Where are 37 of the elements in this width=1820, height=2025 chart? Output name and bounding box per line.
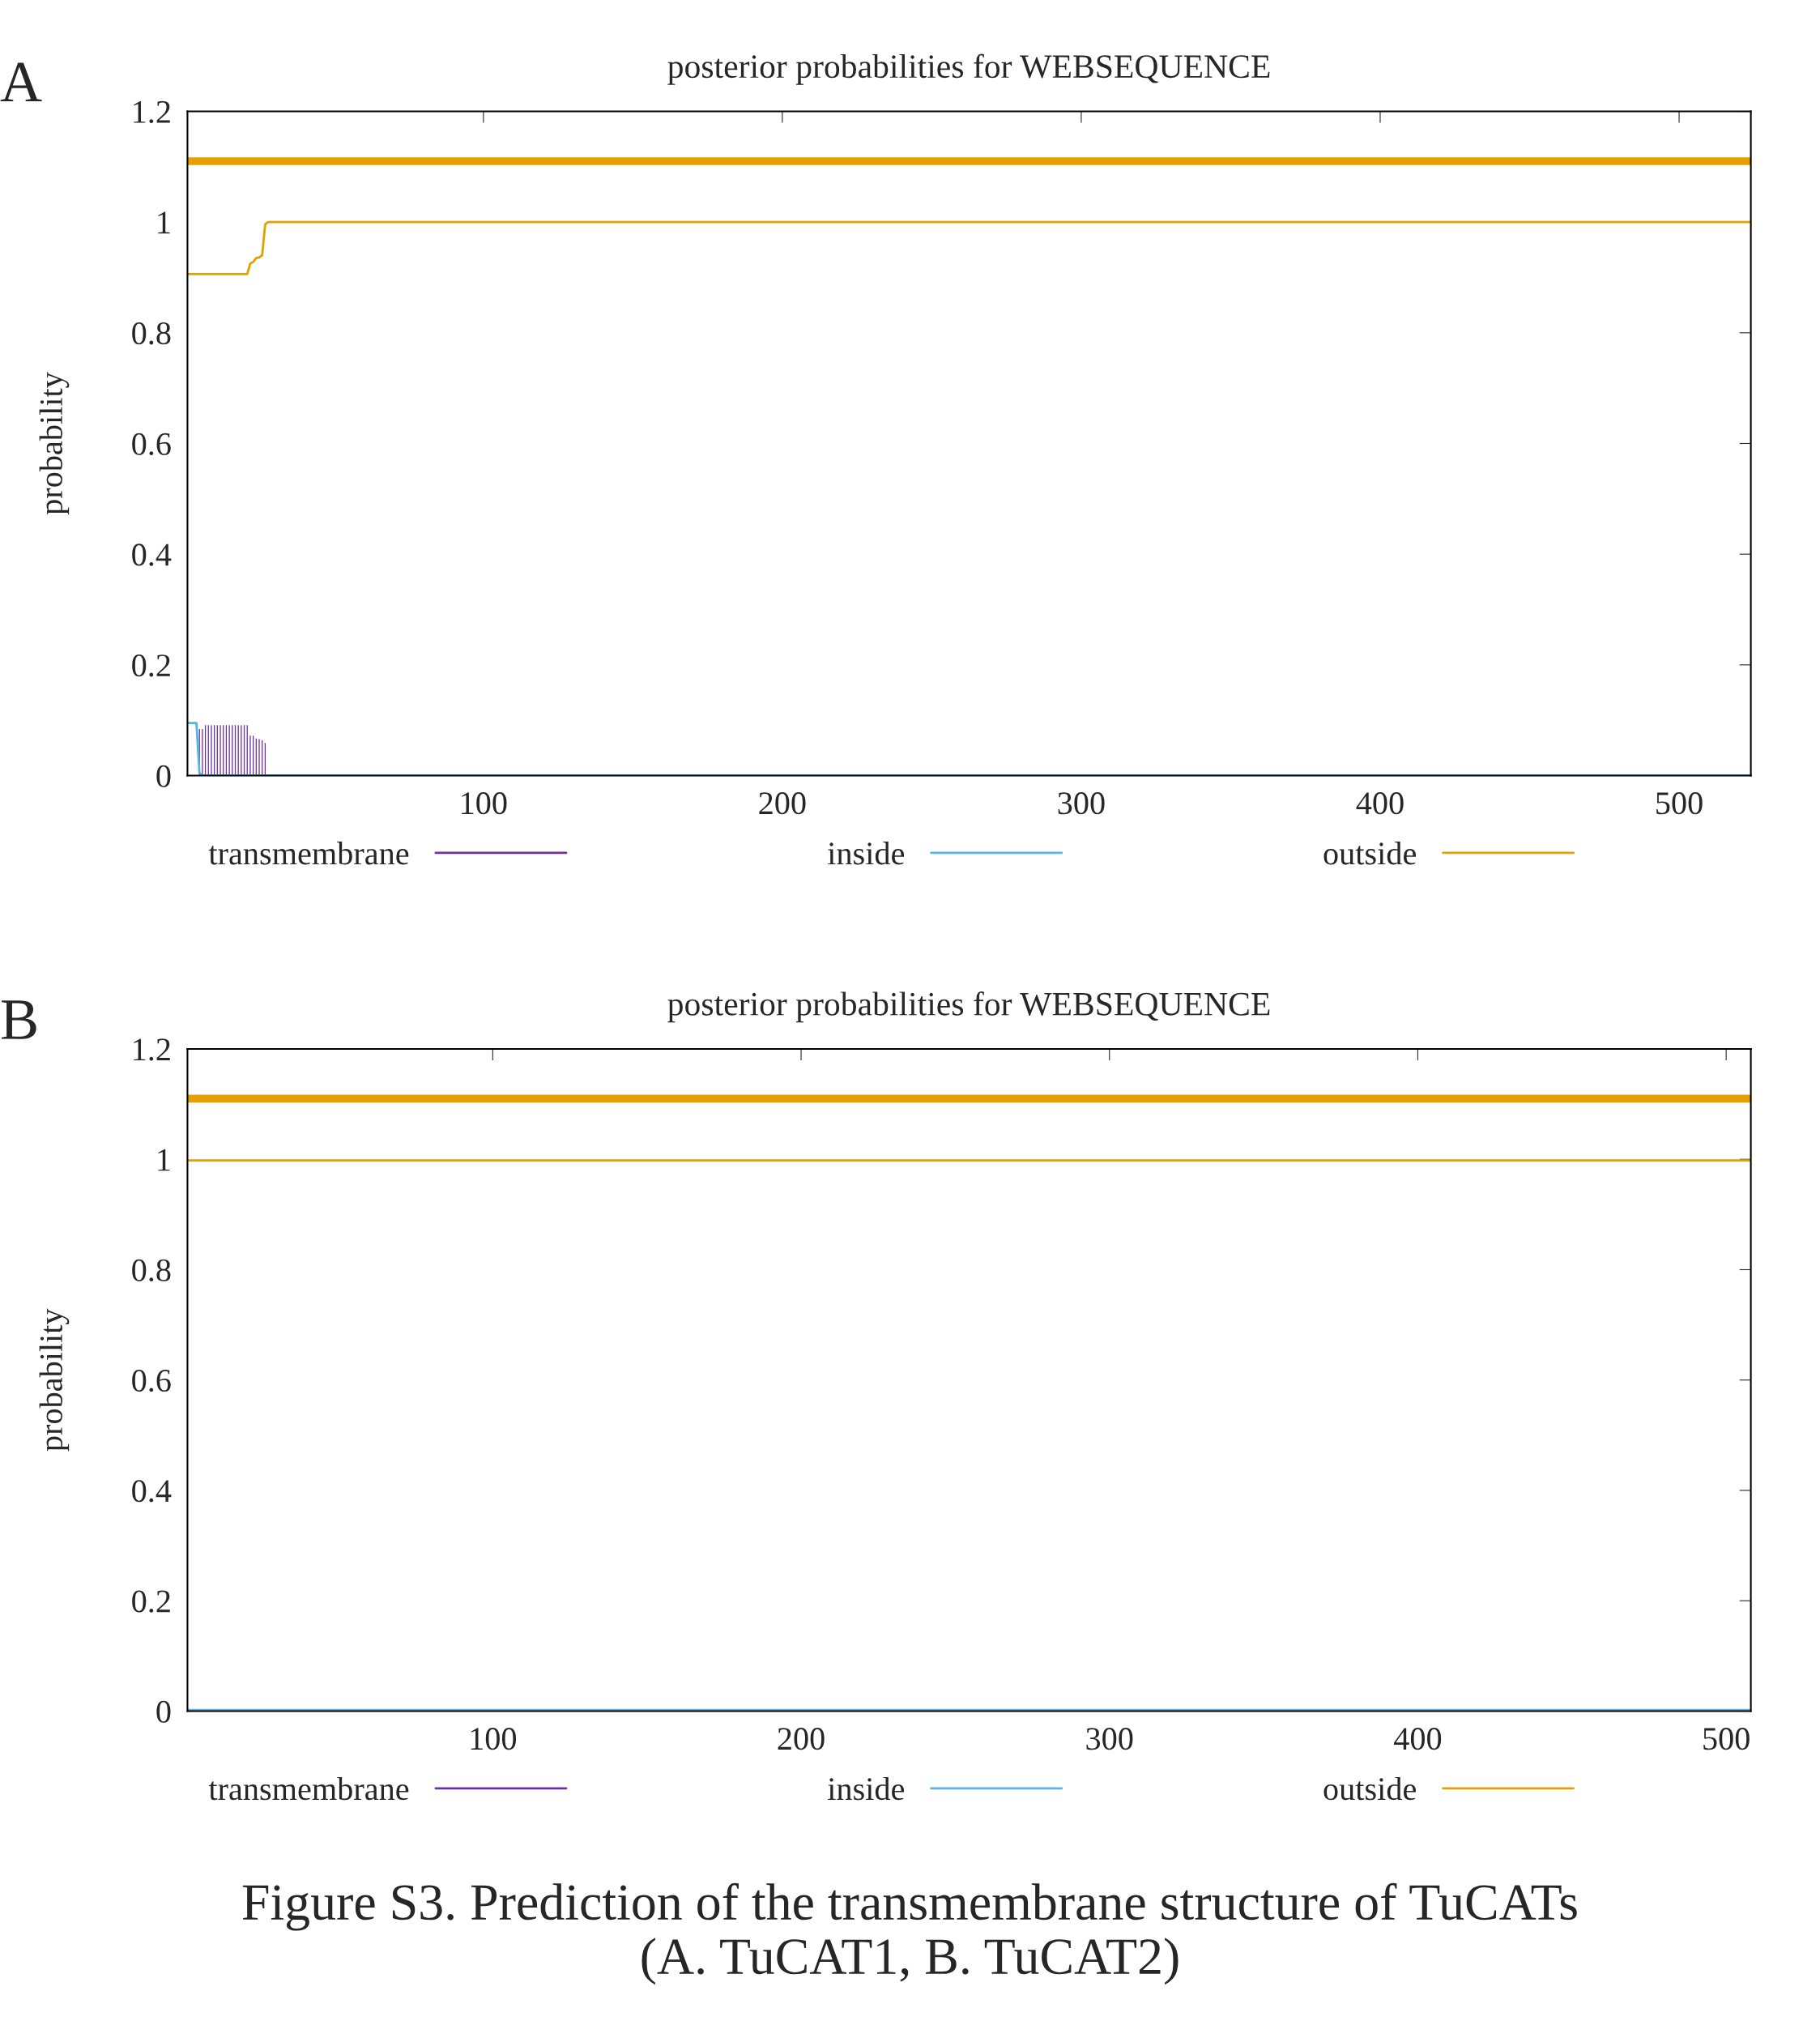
- x-tick-label: 400: [1356, 792, 1404, 815]
- text: B: [2, 1000, 36, 1039]
- y-tick-label: 1.2: [134, 1038, 170, 1061]
- y-axis-title: probability: [39, 1308, 70, 1452]
- x-tick-label: 500: [1703, 1728, 1750, 1750]
- legend-label: transmembrane: [208, 842, 409, 865]
- y-axis-title: probability: [39, 372, 70, 515]
- chart-title: posterior probabilities for WEBSEQUENCE: [667, 991, 1270, 1023]
- x-tick-label: 100: [471, 1728, 517, 1750]
- x-tick-label: 100: [462, 792, 507, 815]
- y-tick-label: 0.6: [132, 1369, 171, 1392]
- legend-label: outside: [1323, 842, 1416, 865]
- y-tick-label: 0.2: [132, 654, 170, 677]
- text: A: [0, 62, 42, 102]
- legend-label: inside: [828, 842, 905, 865]
- y-tick-label: 0.2: [132, 1590, 170, 1613]
- y-tick-label: 0.4: [132, 1480, 172, 1503]
- y-tick-label: 1: [158, 211, 170, 234]
- y-tick-label: 1.2: [134, 100, 170, 124]
- y-tick-label: 0: [156, 1700, 171, 1723]
- x-tick-label: 500: [1656, 792, 1703, 815]
- x-tick-label: 200: [778, 1728, 825, 1750]
- caption: Figure S3. Prediction of the transmembrane structure of TuCATs (A. TuCAT1, B. TuCAT2): [242, 1882, 1577, 1985]
- y-tick-label: 0.8: [132, 322, 171, 345]
- y-tick-label: 0.4: [132, 544, 172, 566]
- y-tick-label: 0.6: [132, 433, 171, 456]
- x-tick-label: 200: [759, 792, 806, 815]
- y-tick-label: 1: [158, 1149, 170, 1171]
- x-tick-label: 300: [1058, 792, 1105, 815]
- x-tick-label: 300: [1086, 1728, 1133, 1750]
- legend-label: outside: [1323, 1776, 1416, 1801]
- y-tick-label: 0: [156, 765, 171, 787]
- y-tick-label: 0.8: [132, 1259, 171, 1282]
- legend-label: transmembrane: [208, 1776, 409, 1801]
- legend-label: inside: [828, 1776, 905, 1801]
- x-tick-label: 400: [1394, 1728, 1442, 1750]
- chart-title: posterior probabilities for WEBSEQUENCE: [667, 53, 1270, 85]
